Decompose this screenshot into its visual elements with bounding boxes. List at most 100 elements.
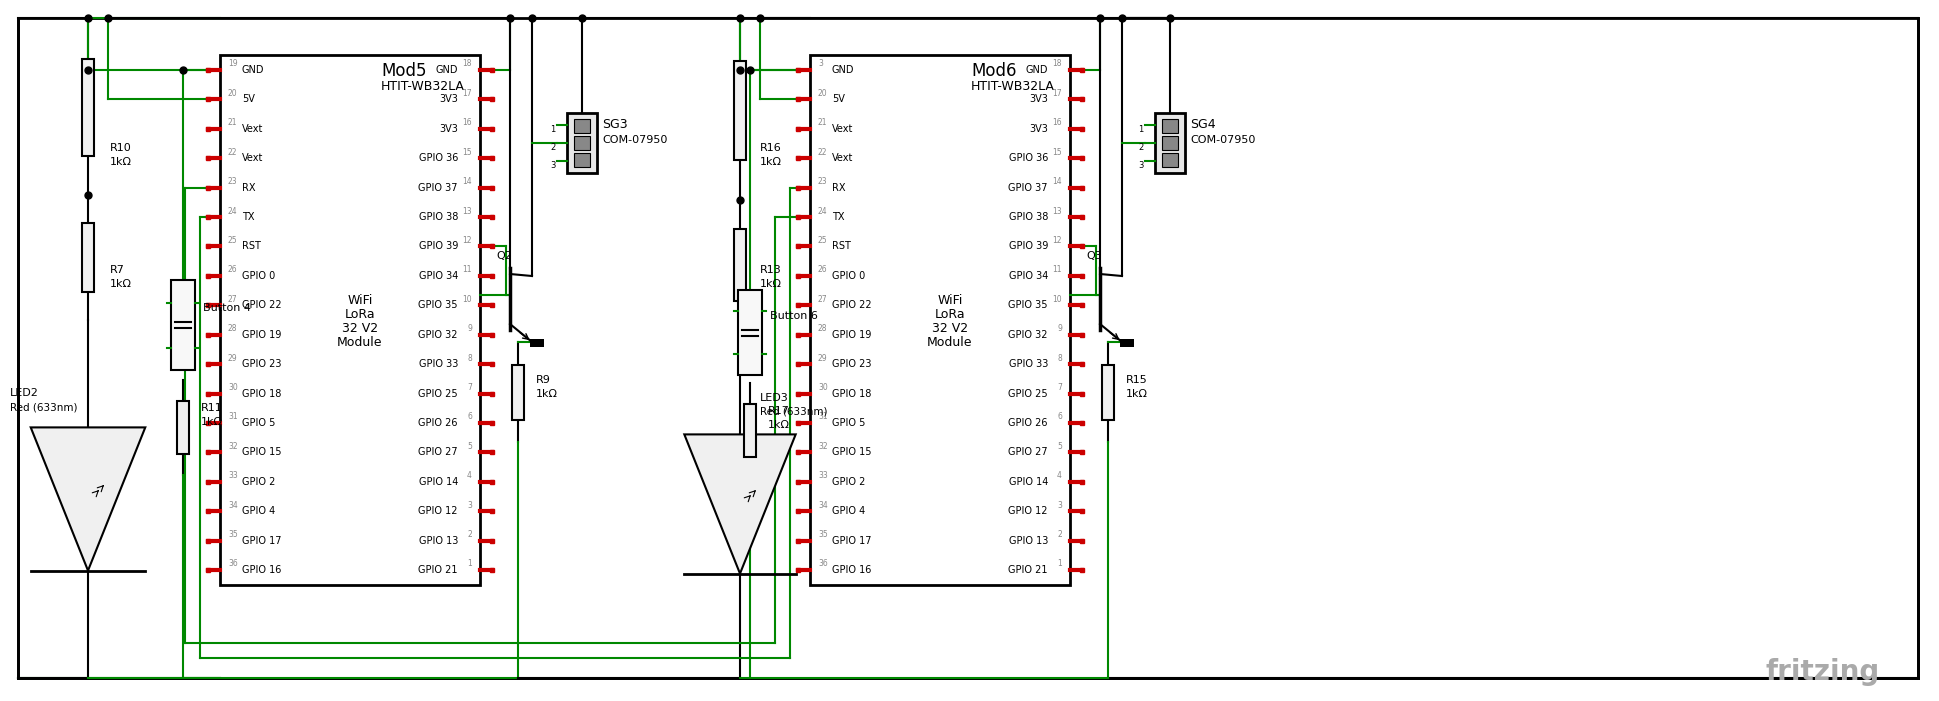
Text: GPIO 37: GPIO 37 bbox=[1008, 183, 1047, 193]
Text: 18: 18 bbox=[1053, 60, 1061, 69]
Text: R10: R10 bbox=[111, 143, 132, 153]
Text: GPIO 21: GPIO 21 bbox=[1008, 565, 1047, 575]
Text: GPIO 4: GPIO 4 bbox=[242, 506, 275, 516]
Text: 32 V2: 32 V2 bbox=[931, 322, 968, 334]
Text: 33: 33 bbox=[229, 471, 238, 480]
Text: GPIO 25: GPIO 25 bbox=[419, 388, 458, 399]
Text: 10: 10 bbox=[461, 295, 471, 304]
Text: 9: 9 bbox=[1057, 324, 1061, 333]
Text: GPIO 13: GPIO 13 bbox=[419, 536, 458, 545]
Text: 22: 22 bbox=[818, 148, 828, 157]
Text: GPIO 5: GPIO 5 bbox=[242, 418, 275, 428]
Text: 21: 21 bbox=[818, 118, 828, 128]
Text: 20: 20 bbox=[818, 89, 828, 98]
Text: GPIO 12: GPIO 12 bbox=[1008, 506, 1047, 516]
Text: 1kΩ: 1kΩ bbox=[760, 157, 781, 167]
Text: 2: 2 bbox=[467, 530, 471, 539]
Text: LED2: LED2 bbox=[10, 388, 39, 398]
Text: 18: 18 bbox=[461, 60, 471, 69]
Text: GPIO 19: GPIO 19 bbox=[832, 329, 871, 340]
Text: GPIO 38: GPIO 38 bbox=[419, 212, 458, 222]
Text: LoRa: LoRa bbox=[935, 308, 966, 320]
Bar bbox=[1161, 153, 1177, 167]
Text: Red (633nm): Red (633nm) bbox=[10, 402, 78, 412]
Text: 32 V2: 32 V2 bbox=[341, 322, 378, 334]
Text: GPIO 16: GPIO 16 bbox=[832, 565, 871, 575]
Bar bbox=[1101, 365, 1113, 419]
Text: GPIO 15: GPIO 15 bbox=[832, 447, 871, 457]
Text: 14: 14 bbox=[461, 177, 471, 186]
Text: GPIO 25: GPIO 25 bbox=[1008, 388, 1047, 399]
Text: 30: 30 bbox=[818, 383, 828, 392]
Text: 8: 8 bbox=[1057, 353, 1061, 362]
Text: GPIO 33: GPIO 33 bbox=[1008, 359, 1047, 369]
Text: 2: 2 bbox=[1138, 142, 1142, 151]
Text: Mod5: Mod5 bbox=[380, 62, 427, 80]
Text: 3: 3 bbox=[1138, 161, 1144, 170]
Text: GPIO 4: GPIO 4 bbox=[832, 506, 865, 516]
Text: R17: R17 bbox=[768, 406, 789, 416]
Text: 35: 35 bbox=[229, 530, 238, 539]
Text: GPIO 32: GPIO 32 bbox=[419, 329, 458, 340]
Text: 3: 3 bbox=[467, 501, 471, 510]
Text: Module: Module bbox=[337, 336, 382, 348]
Text: 26: 26 bbox=[818, 266, 828, 274]
Bar bbox=[512, 365, 524, 419]
Text: 11: 11 bbox=[461, 266, 471, 274]
Text: R7: R7 bbox=[111, 265, 124, 275]
Text: GPIO 35: GPIO 35 bbox=[1008, 300, 1047, 311]
Text: 19: 19 bbox=[229, 60, 237, 69]
Text: 23: 23 bbox=[818, 177, 828, 186]
Text: 3: 3 bbox=[1057, 501, 1061, 510]
Bar bbox=[745, 404, 756, 456]
Text: SG4: SG4 bbox=[1189, 118, 1216, 131]
Text: WiFi: WiFi bbox=[347, 294, 372, 306]
Text: 1kΩ: 1kΩ bbox=[768, 420, 789, 430]
Text: 5V: 5V bbox=[832, 95, 845, 104]
Text: GPIO 12: GPIO 12 bbox=[419, 506, 458, 516]
Text: 8: 8 bbox=[467, 353, 471, 362]
Text: GPIO 14: GPIO 14 bbox=[1008, 477, 1047, 486]
Text: COM-07950: COM-07950 bbox=[601, 135, 667, 145]
Bar bbox=[81, 60, 93, 156]
Text: RX: RX bbox=[242, 183, 256, 193]
Text: 36: 36 bbox=[818, 559, 828, 569]
Text: 25: 25 bbox=[818, 236, 828, 245]
Text: GPIO 38: GPIO 38 bbox=[1008, 212, 1047, 222]
Bar bbox=[1154, 113, 1185, 173]
Text: GPIO 23: GPIO 23 bbox=[242, 359, 281, 369]
Text: GPIO 26: GPIO 26 bbox=[419, 418, 458, 428]
Text: Button 6: Button 6 bbox=[770, 311, 818, 321]
Text: 28: 28 bbox=[818, 324, 828, 333]
Text: HTIT-WB32LA: HTIT-WB32LA bbox=[380, 81, 465, 93]
Text: GND: GND bbox=[434, 65, 458, 75]
Text: 26: 26 bbox=[229, 266, 237, 274]
Text: SG3: SG3 bbox=[601, 118, 628, 131]
Text: Button 4: Button 4 bbox=[204, 303, 250, 313]
Text: 31: 31 bbox=[229, 412, 237, 421]
Text: 17: 17 bbox=[1051, 89, 1061, 98]
Text: 1kΩ: 1kΩ bbox=[1125, 389, 1148, 399]
Text: GPIO 34: GPIO 34 bbox=[1008, 271, 1047, 281]
Text: 3V3: 3V3 bbox=[1028, 95, 1047, 104]
Text: 15: 15 bbox=[1051, 148, 1061, 157]
Text: 1kΩ: 1kΩ bbox=[111, 279, 132, 289]
Text: GPIO 19: GPIO 19 bbox=[242, 329, 281, 340]
Text: 1: 1 bbox=[1057, 559, 1061, 569]
Text: 10: 10 bbox=[1051, 295, 1061, 304]
Text: 3V3: 3V3 bbox=[438, 95, 458, 104]
Text: GPIO 23: GPIO 23 bbox=[832, 359, 871, 369]
Text: 24: 24 bbox=[818, 207, 828, 216]
Text: R15: R15 bbox=[1125, 375, 1148, 385]
Text: Mod6: Mod6 bbox=[971, 62, 1016, 80]
Text: 33: 33 bbox=[818, 471, 828, 480]
Text: Q3: Q3 bbox=[1086, 251, 1101, 261]
Text: 1: 1 bbox=[467, 559, 471, 569]
Text: 6: 6 bbox=[467, 412, 471, 421]
Bar bbox=[219, 55, 479, 585]
Text: GND: GND bbox=[1026, 65, 1047, 75]
Text: 16: 16 bbox=[1051, 118, 1061, 128]
Text: 1kΩ: 1kΩ bbox=[760, 279, 781, 289]
Text: 6: 6 bbox=[1057, 412, 1061, 421]
Text: 32: 32 bbox=[818, 442, 828, 451]
